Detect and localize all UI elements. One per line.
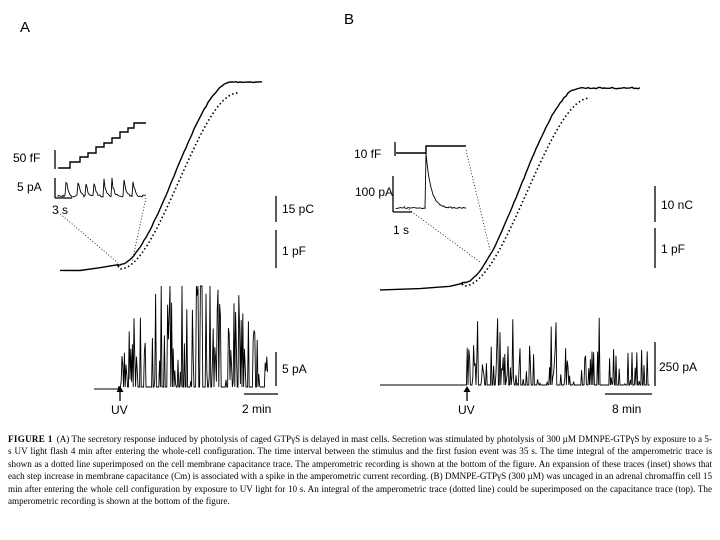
- panel-b-inset-current-scale-label: 100 pA: [355, 185, 393, 199]
- figure-caption: FIGURE 1 (A) The secretory response induc…: [8, 433, 712, 507]
- panel-b-uv-arrow-icon: [463, 386, 471, 392]
- panel-b-capacitance-trace: [379, 86, 641, 291]
- panel-a-inset-time-scale-label: 3 s: [52, 203, 68, 217]
- panel-a-inset-guide-left: [57, 211, 119, 264]
- panel-a-integral-trace: [117, 92, 239, 270]
- panel-a: A 50 fF 5 pA 3 s 15 pC 1 pF 5 pA 2 min U…: [13, 19, 314, 417]
- panel-b-inset-guide-left: [403, 205, 481, 263]
- panel-b-integral-trace: [461, 97, 591, 287]
- panel-a-inset-amperometric-trace: [57, 177, 146, 198]
- panel-a-amperometric-trace: [94, 285, 269, 390]
- panel-b-inset-time-scale-label: 1 s: [393, 223, 409, 237]
- panel-a-charge-scale-label: 15 pC: [282, 202, 314, 216]
- panel-b-current-scale-label: 250 pA: [659, 360, 697, 374]
- panel-a-capacitance-scale-label: 1 pF: [282, 244, 306, 258]
- figure-graphic: A 50 fF 5 pA 3 s 15 pC 1 pF 5 pA 2 min U…: [13, 11, 697, 417]
- panel-a-inset-capacitance-scale-label: 50 fF: [13, 151, 40, 165]
- panel-b-charge-scale-label: 10 nC: [661, 198, 693, 212]
- panel-b-inset-capacitance-scale-label: 10 fF: [354, 147, 381, 161]
- panel-b-inset-guide-right: [465, 149, 491, 251]
- panel-a-inset-capacitance-trace: [58, 122, 146, 169]
- panel-b-inset-amperometric-trace: [395, 153, 467, 210]
- panel-a-uv-label: UV: [111, 403, 128, 417]
- caption-text: (A) The secretory response induced by ph…: [8, 434, 712, 507]
- panel-a-uv-arrow-icon: [116, 386, 124, 392]
- panel-a-label: A: [20, 19, 30, 36]
- panel-a-inset-current-scale-label: 5 pA: [17, 180, 42, 194]
- panel-b-capacitance-scale-label: 1 pF: [661, 242, 685, 256]
- panel-a-capacitance-trace: [59, 80, 263, 272]
- panel-a-inset-guide-right: [131, 197, 147, 263]
- panel-a-current-scale-label: 5 pA: [282, 362, 307, 376]
- panel-b-uv-label: UV: [458, 403, 475, 417]
- panel-b: B 10 fF 100 pA 1 s 10 nC 1 pF 250 pA 8 m…: [344, 11, 697, 417]
- panel-b-inset-capacitance-trace: [396, 145, 466, 154]
- panel-b-label: B: [344, 11, 354, 28]
- panel-a-time-scale-label: 2 min: [242, 402, 271, 416]
- caption-label: FIGURE 1: [8, 434, 53, 444]
- panel-b-amperometric-trace: [380, 317, 650, 387]
- panel-b-time-scale-label: 8 min: [612, 402, 641, 416]
